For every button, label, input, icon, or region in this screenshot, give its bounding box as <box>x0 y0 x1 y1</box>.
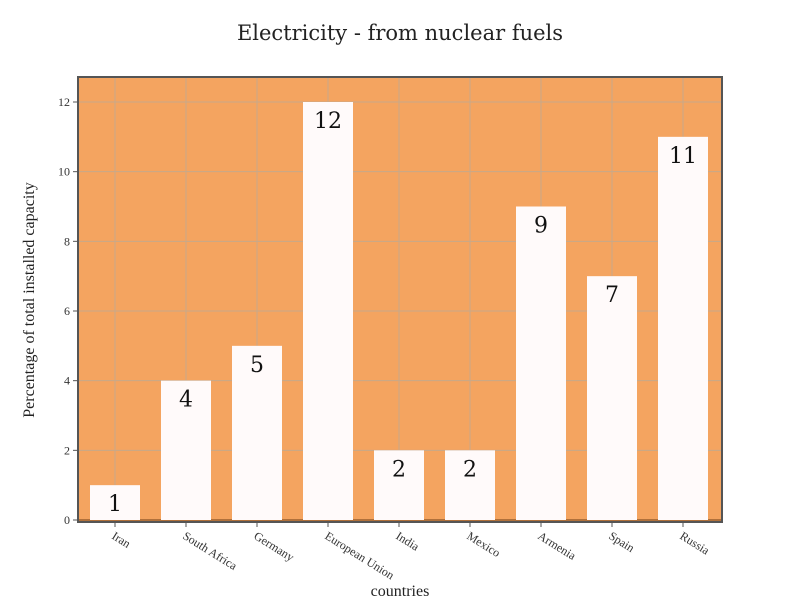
x-tick-label: European Union <box>322 529 396 583</box>
data-label: 7 <box>605 283 619 308</box>
x-axis: Iran South Africa Germany European UnionInd… <box>109 522 713 583</box>
data-label: 4 <box>179 388 193 413</box>
chart-title: Electricity - from nuclear fuels <box>237 21 563 45</box>
bar <box>161 380 211 520</box>
bar <box>232 345 282 520</box>
y-axis-label: Percentage of total installed capacity <box>21 182 38 417</box>
data-label: 12 <box>314 109 342 134</box>
bar <box>374 450 424 520</box>
x-tick-label: Germany <box>251 529 296 565</box>
bar <box>303 102 353 520</box>
bar <box>445 450 495 520</box>
bar <box>90 485 140 520</box>
x-tick-label: India <box>393 529 422 554</box>
y-tick-label: 2 <box>64 443 70 457</box>
y-axis: 0 2 4 6 8 10 12 <box>58 95 78 527</box>
y-tick-label: 0 <box>64 513 70 527</box>
x-tick-label: Spain <box>606 529 637 555</box>
data-label: 5 <box>250 353 264 378</box>
x-axis-label: countries <box>371 583 430 600</box>
data-label: 11 <box>669 144 697 169</box>
y-tick-label: 12 <box>58 95 70 109</box>
y-tick-label: 6 <box>64 304 70 318</box>
data-label: 9 <box>534 214 548 239</box>
y-tick-label: 4 <box>64 374 70 388</box>
bar <box>516 206 566 520</box>
x-tick-label: Iran <box>109 529 133 551</box>
y-tick-label: 8 <box>64 234 70 248</box>
x-tick-label: South Africa <box>180 529 240 574</box>
plot-frame <box>77 76 723 523</box>
data-label: 1 <box>108 492 122 517</box>
x-tick-label: Russia <box>677 529 712 558</box>
y-tick-label: 10 <box>58 165 70 179</box>
bars: 1 4 5 12 2 2 9 7 11 <box>90 102 708 521</box>
data-label: 2 <box>392 457 406 482</box>
bar <box>658 136 708 521</box>
data-label: 2 <box>463 457 477 482</box>
x-tick-label: Mexico <box>464 529 503 560</box>
bar <box>587 276 637 520</box>
x-tick-label: Armenia <box>535 529 579 563</box>
